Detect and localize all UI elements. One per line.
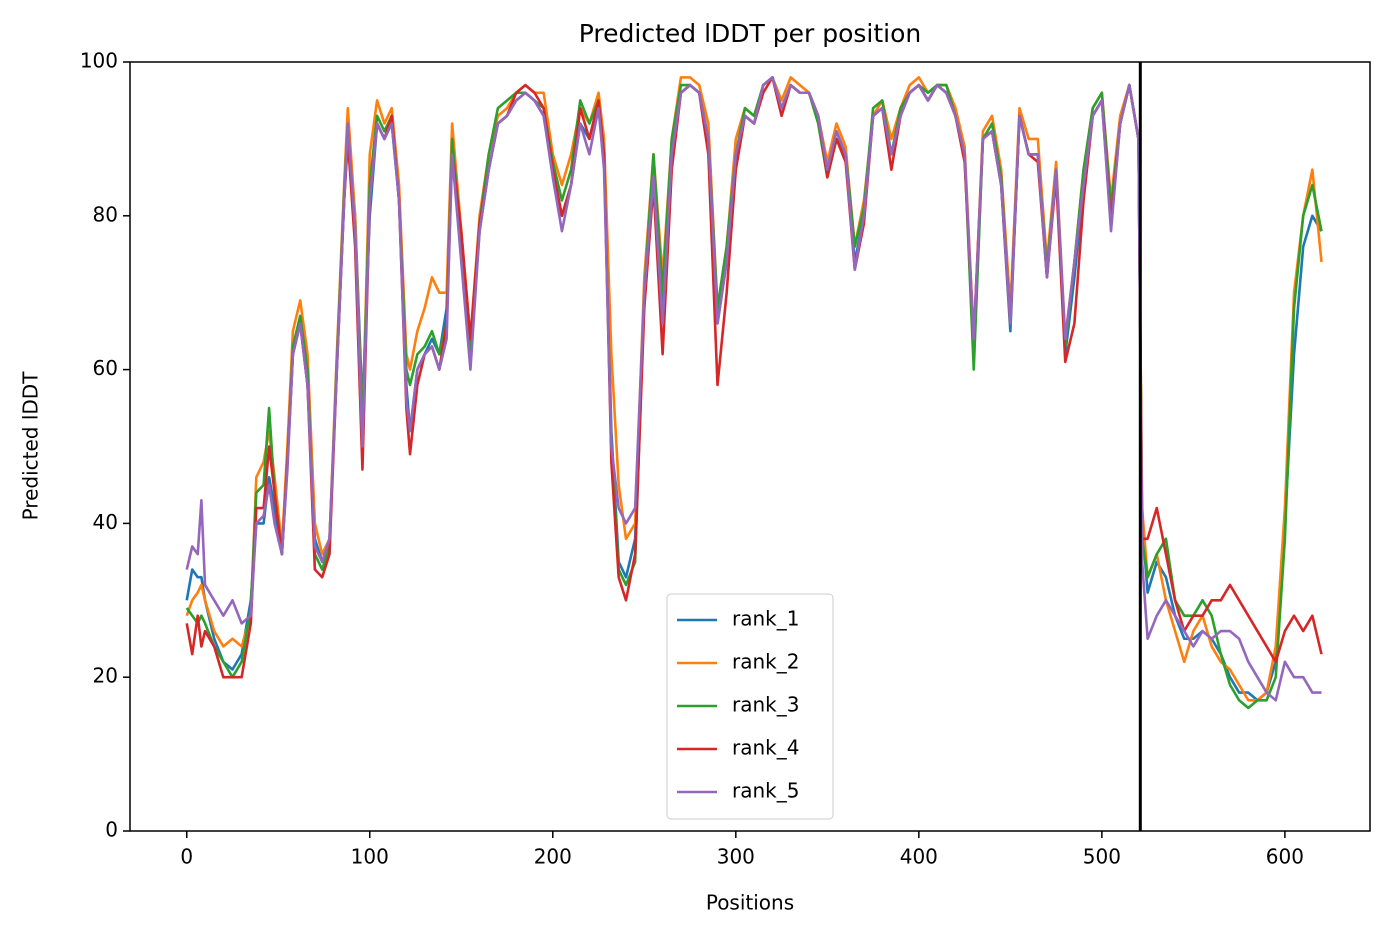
x-tick-label: 200 [534, 845, 572, 869]
y-tick-label: 20 [93, 664, 118, 688]
x-axis-label: Positions [706, 891, 794, 915]
y-tick-label: 80 [93, 202, 118, 226]
x-tick-label: 300 [717, 845, 755, 869]
y-axis-label: Predicted lDDT [19, 371, 43, 521]
legend-label: rank_2 [732, 650, 799, 674]
series-line [185, 76, 1323, 679]
plot-frame [129, 61, 1371, 832]
y-tick-label: 100 [80, 49, 118, 73]
x-tick-label: 100 [351, 845, 389, 869]
x-tick-label: 0 [180, 845, 193, 869]
plot-area [185, 76, 1323, 710]
x-tick-label: 400 [900, 845, 938, 869]
legend-label: rank_4 [732, 736, 799, 760]
chart-title: Predicted lDDT per position [579, 19, 921, 48]
legend-label: rank_3 [732, 693, 799, 717]
legend-box [666, 593, 834, 820]
legend-label: rank_5 [732, 779, 799, 803]
y-tick-label: 0 [105, 818, 118, 842]
legend-label: rank_1 [732, 607, 799, 631]
legend: rank_1 rank_2 rank_3 rank_4 rank_5 [666, 593, 834, 820]
x-tick-label: 600 [1266, 845, 1304, 869]
series-line [185, 76, 1322, 702]
y-tick-label: 40 [93, 510, 118, 534]
y-tick-label: 60 [93, 356, 118, 380]
x-tick-label: 500 [1083, 845, 1121, 869]
